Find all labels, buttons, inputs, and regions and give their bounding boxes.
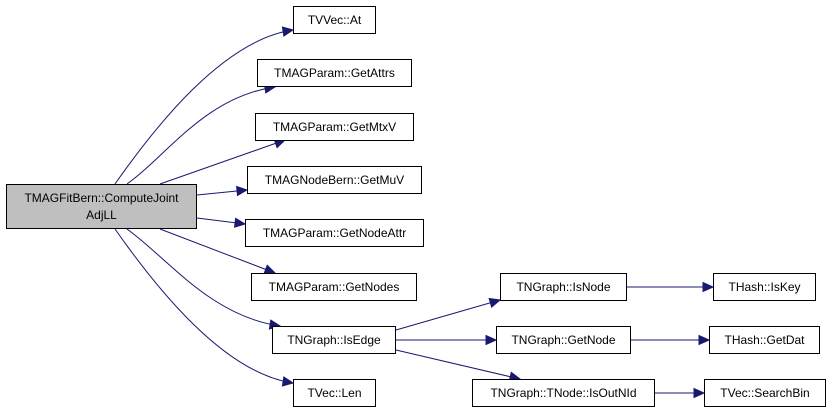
node-getnodes[interactable]: TMAGParam::GetNodes <box>251 273 417 301</box>
node-isnode[interactable]: TNGraph::IsNode <box>500 273 627 301</box>
edge-root-getnodes <box>159 228 276 274</box>
node-getmtxv[interactable]: TMAGParam::GetMtxV <box>255 113 414 141</box>
arrowhead-getnodeattr <box>233 217 247 228</box>
node-isedge[interactable]: TNGraph::IsEdge <box>272 326 396 354</box>
arrowhead-getdat <box>698 334 711 346</box>
arrowhead-searchbin <box>693 387 706 399</box>
edge-isedge-isnode <box>395 299 501 331</box>
edge-root-at <box>114 29 294 185</box>
node-label-line1: TMAGFitBern::ComputeJoint <box>24 190 179 205</box>
node-searchbin[interactable]: TVec::SearchBin <box>704 379 826 407</box>
arrowhead-len <box>281 376 295 387</box>
node-getnode[interactable]: TNGraph::GetNode <box>496 326 631 354</box>
node-getmuv[interactable]: TMAGNodeBern::GetMuV <box>247 166 422 194</box>
arrowhead-getmuv <box>236 185 249 197</box>
edge-root-getattrs <box>126 86 276 185</box>
node-tvvec-at[interactable]: TVVec::At <box>293 6 376 34</box>
edge-root-len <box>114 228 294 384</box>
arrowhead-iskey <box>702 281 715 293</box>
node-getattrs[interactable]: TMAGParam::GetAttrs <box>257 59 412 87</box>
arrowhead-at <box>281 26 295 37</box>
node-iskey[interactable]: THash::IsKey <box>713 273 816 301</box>
edge-root-getmtxv <box>159 139 286 185</box>
edge-isedge-isoutnid <box>395 349 521 380</box>
node-label-line2: AdjLL <box>86 207 117 222</box>
node-isoutnid[interactable]: TNGraph::TNode::IsOutNId <box>472 379 655 407</box>
arrowhead-getnode <box>485 334 498 346</box>
edge-root-isedge <box>126 228 281 327</box>
arrowhead-isnode <box>488 297 502 308</box>
node-getdat[interactable]: THash::GetDat <box>709 326 820 354</box>
node-tvec-len[interactable]: TVec::Len <box>293 379 376 407</box>
node-getnodeattr[interactable]: TMAGParam::GetNodeAttr <box>245 219 424 247</box>
